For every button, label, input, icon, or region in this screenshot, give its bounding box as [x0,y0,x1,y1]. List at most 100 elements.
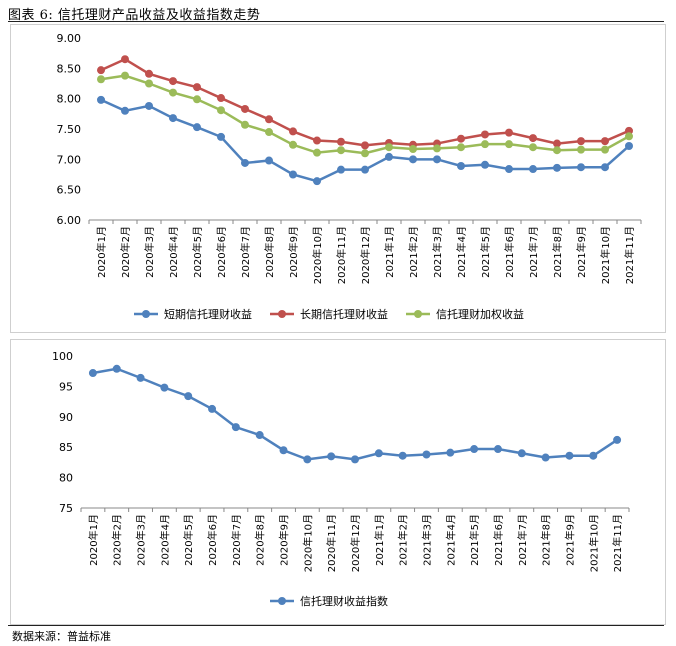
figure-title: 图表 6: 信托理财产品收益及收益指数走势 [8,8,261,23]
yield-series-2-point-7 [265,128,273,137]
yield-series-2-point-8 [289,140,297,149]
index-series-0-point-2 [136,373,145,382]
yield-series-0-point-8 [289,170,297,179]
yield-series-2-point-5 [217,106,225,115]
index-series-0-point-6 [231,423,240,432]
yield-series-0-point-9 [313,177,321,186]
index-series-0-point-19 [541,453,550,462]
yield-series-0-point-1 [121,106,129,115]
yield-series-1-point-18 [529,134,537,143]
yield-series-2-point-16 [481,140,489,149]
index-xtick-label-13: 2021年2月 [397,514,410,566]
yield-series-1-point-17 [505,128,513,137]
yield-xtick-label-2: 2020年3月 [143,226,156,278]
yield-series-0-point-18 [529,165,537,174]
yield-series-0-point-22 [625,141,633,150]
yield-ytick-3: 7.50 [57,123,82,136]
title-rule [8,21,664,22]
yield-series-1-point-10 [337,137,345,146]
yield-xtick-label-19: 2021年8月 [551,226,564,278]
yield-legend-label-0: 短期信托理财收益 [164,307,252,321]
yield-xtick-label-10: 2020年11月 [335,226,348,284]
yield-series-1-point-11 [361,141,369,150]
yield-series-1-point-5 [217,94,225,103]
yield-series-2-point-21 [601,145,609,154]
index-series-0-point-11 [351,455,359,464]
yield-legend-label-2: 信托理财加权收益 [436,307,524,321]
yield-xtick-label-18: 2021年7月 [527,226,540,278]
index-xtick-label-18: 2021年7月 [516,514,529,566]
yield-series-2-point-22 [625,132,633,141]
yield-xtick-label-8: 2020年9月 [287,226,300,278]
yield-series-0-point-14 [433,155,441,164]
yield-legend-marker-2 [414,310,422,318]
data-source: 数据来源：普益标准 [12,630,111,643]
yield-ytick-5: 8.50 [57,62,82,75]
yield-ytick-6: 9.00 [57,32,82,45]
index-xtick-label-10: 2020年11月 [325,514,338,572]
index-chart-panel: 75 80 85 90 95 100 2020年1月 2020年2月 2020年3月 2020年4… [10,339,666,625]
yield-series-0-point-15 [457,162,465,171]
yield-series-2-point-19 [553,146,561,155]
yield-series-0-point-10 [337,165,345,174]
index-series-0-point-13 [398,451,407,460]
yield-series-0-point-11 [361,165,369,174]
index-xtick-label-11: 2020年12月 [349,514,362,572]
index-xtick-label-5: 2020年6月 [206,514,219,566]
yield-series-2-point-12 [385,143,393,152]
yield-series-0-point-7 [265,156,273,165]
yield-xtick-label-4: 2020年5月 [191,226,204,278]
yield-series-1-point-2 [145,69,153,78]
index-xtick-label-19: 2021年8月 [540,514,553,566]
yield-chart-panel: 6.00 6.50 7.00 7.50 8.00 8.50 9.00 2020年1月 2020年… [10,24,666,333]
index-xtick-label-17: 2021年6月 [492,514,505,566]
index-series-0-point-1 [112,364,121,373]
index-series-0-point-7 [255,431,264,440]
index-series-0-point-14 [422,450,431,459]
yield-series-2-point-3 [169,88,177,97]
yield-chart: 6.00 6.50 7.00 7.50 8.00 8.50 9.00 2020年1月 2020年… [57,32,642,321]
yield-series-1-point-6 [241,104,249,113]
footer-rule [8,625,664,626]
yield-series-0-point-4 [193,123,201,132]
yield-series-0-point-21 [601,163,609,172]
index-series-0-point-18 [517,449,526,458]
index-series-0-point-5 [208,404,217,413]
yield-series-2-point-1 [121,71,129,80]
yield-series-2-point-20 [577,145,585,154]
index-series-0-point-10 [327,452,336,461]
yield-series-1-point-1 [121,55,129,64]
yield-xtick-label-6: 2020年7月 [239,226,252,278]
yield-series-1-point-20 [577,137,585,146]
yield-series-0-point-3 [169,114,177,123]
index-series-0-point-17 [493,445,502,454]
index-legend-marker-0 [278,597,286,605]
yield-series-0-point-2 [145,101,153,110]
yield-series-2-point-18 [529,143,537,152]
yield-xtick-label-11: 2020年12月 [359,226,372,284]
yield-series-0-point-0 [97,95,105,104]
yield-ytick-2: 7.00 [57,153,82,166]
yield-series-0-point-12 [385,152,393,161]
index-ytick-2: 85 [59,441,73,454]
index-xtick-label-12: 2021年1月 [373,514,386,566]
yield-series-1-point-19 [553,139,561,148]
index-xtick-label-22: 2021年11月 [611,514,624,572]
index-ytick-3: 90 [59,411,73,424]
yield-series-2-point-2 [145,79,153,88]
yield-ytick-0: 6.00 [57,214,82,227]
index-series-0-point-16 [470,445,479,454]
yield-series-2-point-15 [457,143,465,152]
yield-series-2-point-10 [337,146,345,155]
yield-xtick-label-12: 2021年1月 [383,226,396,278]
index-chart: 75 80 85 90 95 100 2020年1月 2020年2月 2020年3月 2020年4… [52,350,630,608]
yield-series-2-point-17 [505,140,513,149]
index-xtick-label-3: 2020年4月 [158,514,171,566]
yield-legend-marker-0 [142,310,150,318]
yield-ytick-4: 8.00 [57,93,82,106]
index-ytick-0: 75 [59,502,73,515]
yield-xtick-label-15: 2021年4月 [455,226,468,278]
yield-series-2-point-0 [97,75,105,84]
index-xtick-label-4: 2020年5月 [182,514,195,566]
yield-series-1-point-7 [265,115,273,124]
